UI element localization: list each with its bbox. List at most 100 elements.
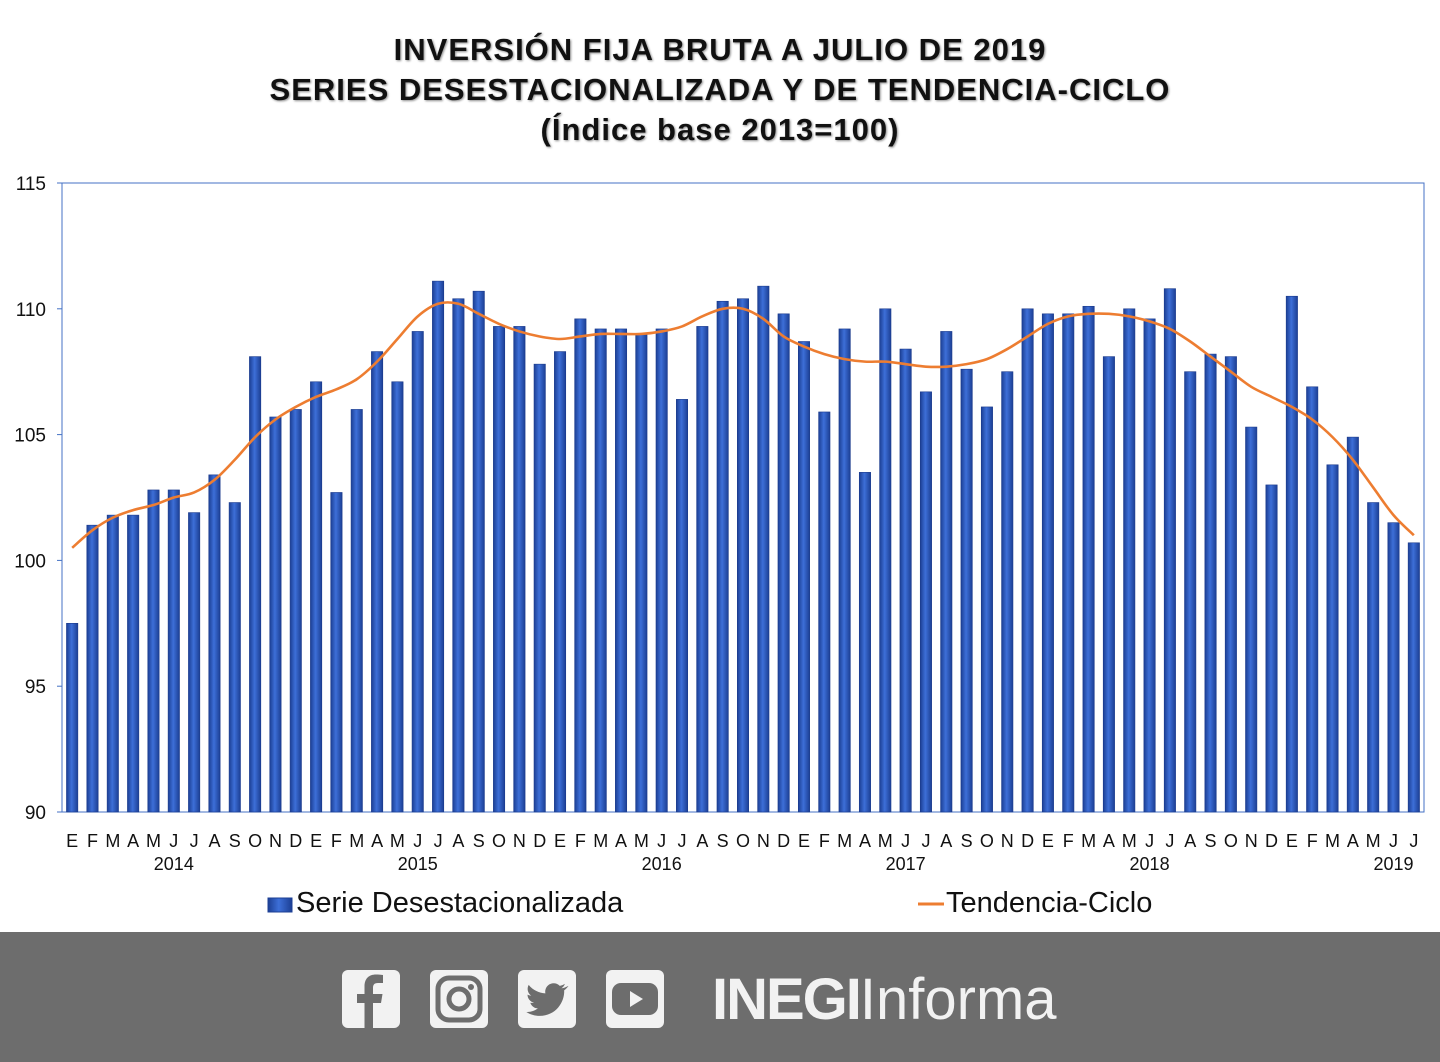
- x-month-label: E: [798, 831, 810, 851]
- bar: [1041, 313, 1054, 813]
- bar: [330, 492, 343, 813]
- x-month-label: D: [289, 831, 302, 851]
- bar: [980, 406, 993, 813]
- bar: [879, 308, 892, 813]
- bar: [1102, 356, 1115, 813]
- bar: [554, 351, 567, 813]
- bar: [797, 341, 810, 813]
- x-year-label: 2014: [154, 854, 194, 874]
- bar: [127, 514, 140, 813]
- x-month-label: F: [1307, 831, 1318, 851]
- x-month-label: M: [1325, 831, 1340, 851]
- bar: [960, 368, 973, 813]
- bar: [371, 351, 384, 813]
- x-month-label: J: [678, 831, 687, 851]
- chart-title: INVERSIÓN FIJA BRUTA A JULIO DE 2019 SER…: [0, 30, 1440, 150]
- x-month-label: E: [1042, 831, 1054, 851]
- bar: [919, 391, 932, 813]
- x-month-label: J: [921, 831, 930, 851]
- bar: [350, 409, 363, 813]
- bar: [1082, 305, 1095, 813]
- bar: [1143, 318, 1156, 813]
- brand-light: Informa: [859, 967, 1057, 1032]
- bar: [676, 399, 689, 813]
- bar: [838, 328, 851, 813]
- bar: [472, 290, 485, 813]
- footer-bar: INEGIInforma: [0, 932, 1440, 1062]
- x-month-label: F: [331, 831, 342, 851]
- legend-bar-swatch: [267, 897, 293, 913]
- bar: [432, 280, 445, 813]
- bar: [1367, 502, 1380, 813]
- bar: [452, 298, 465, 813]
- bar: [655, 328, 668, 813]
- x-month-label: J: [901, 831, 910, 851]
- x-month-label: M: [837, 831, 852, 851]
- x-month-label: M: [349, 831, 364, 851]
- bar: [757, 285, 770, 813]
- youtube-icon[interactable]: [606, 970, 664, 1028]
- twitter-icon[interactable]: [518, 970, 576, 1028]
- trend-line: [71, 301, 1415, 549]
- bar: [513, 326, 526, 813]
- x-month-label: A: [940, 831, 952, 851]
- x-month-label: E: [310, 831, 322, 851]
- x-month-label: J: [657, 831, 666, 851]
- x-month-label: M: [1122, 831, 1137, 851]
- y-tick-label: 95: [25, 677, 46, 698]
- x-month-label: O: [248, 831, 262, 851]
- x-month-label: F: [575, 831, 586, 851]
- x-month-label: J: [1165, 831, 1174, 851]
- bar: [1123, 308, 1136, 813]
- x-month-label: M: [1081, 831, 1096, 851]
- bar: [208, 474, 221, 813]
- bar: [1245, 426, 1258, 813]
- x-month-label: S: [473, 831, 485, 851]
- x-month-label: N: [757, 831, 770, 851]
- bar: [1184, 371, 1197, 813]
- x-month-label: F: [819, 831, 830, 851]
- bar: [594, 328, 607, 813]
- bar: [1326, 464, 1339, 813]
- bar: [1407, 542, 1420, 813]
- bar: [391, 381, 404, 813]
- bar: [574, 318, 587, 813]
- title-line-3: (Índice base 2013=100): [540, 112, 900, 147]
- x-month-label: A: [696, 831, 708, 851]
- bar: [310, 381, 323, 813]
- x-month-label: M: [634, 831, 649, 851]
- x-month-label: M: [878, 831, 893, 851]
- x-month-label: D: [533, 831, 546, 851]
- x-month-label: O: [736, 831, 750, 851]
- bar: [249, 356, 262, 813]
- y-tick-label: 100: [14, 551, 46, 572]
- x-month-label: O: [492, 831, 506, 851]
- bar: [696, 326, 709, 813]
- facebook-icon[interactable]: [342, 970, 400, 1028]
- x-month-label: M: [390, 831, 405, 851]
- bar: [533, 363, 546, 813]
- x-month-label: F: [87, 831, 98, 851]
- bar: [147, 489, 160, 813]
- x-month-label: O: [980, 831, 994, 851]
- x-year-label: 2017: [886, 854, 926, 874]
- x-month-label: D: [777, 831, 790, 851]
- bar: [737, 298, 749, 813]
- x-year-label: 2016: [642, 854, 682, 874]
- x-month-label: E: [554, 831, 566, 851]
- title-line-1: INVERSIÓN FIJA BRUTA A JULIO DE 2019: [393, 32, 1047, 67]
- x-month-label: J: [1145, 831, 1154, 851]
- bar: [411, 331, 424, 813]
- bar: [899, 348, 912, 813]
- x-month-label: D: [1265, 831, 1278, 851]
- bar: [1021, 308, 1034, 813]
- instagram-icon[interactable]: [430, 970, 488, 1028]
- bar: [716, 300, 729, 813]
- x-year-label: 2019: [1373, 854, 1413, 874]
- x-month-label: A: [1347, 831, 1359, 851]
- bar: [228, 502, 241, 813]
- bar: [1204, 353, 1217, 813]
- x-month-label: M: [105, 831, 120, 851]
- x-year-label: 2018: [1130, 854, 1170, 874]
- brand-bold: INEGI: [712, 967, 862, 1032]
